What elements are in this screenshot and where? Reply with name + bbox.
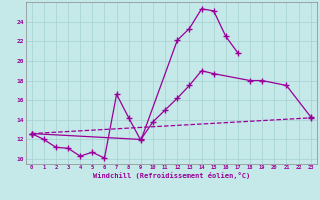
- X-axis label: Windchill (Refroidissement éolien,°C): Windchill (Refroidissement éolien,°C): [92, 172, 250, 179]
